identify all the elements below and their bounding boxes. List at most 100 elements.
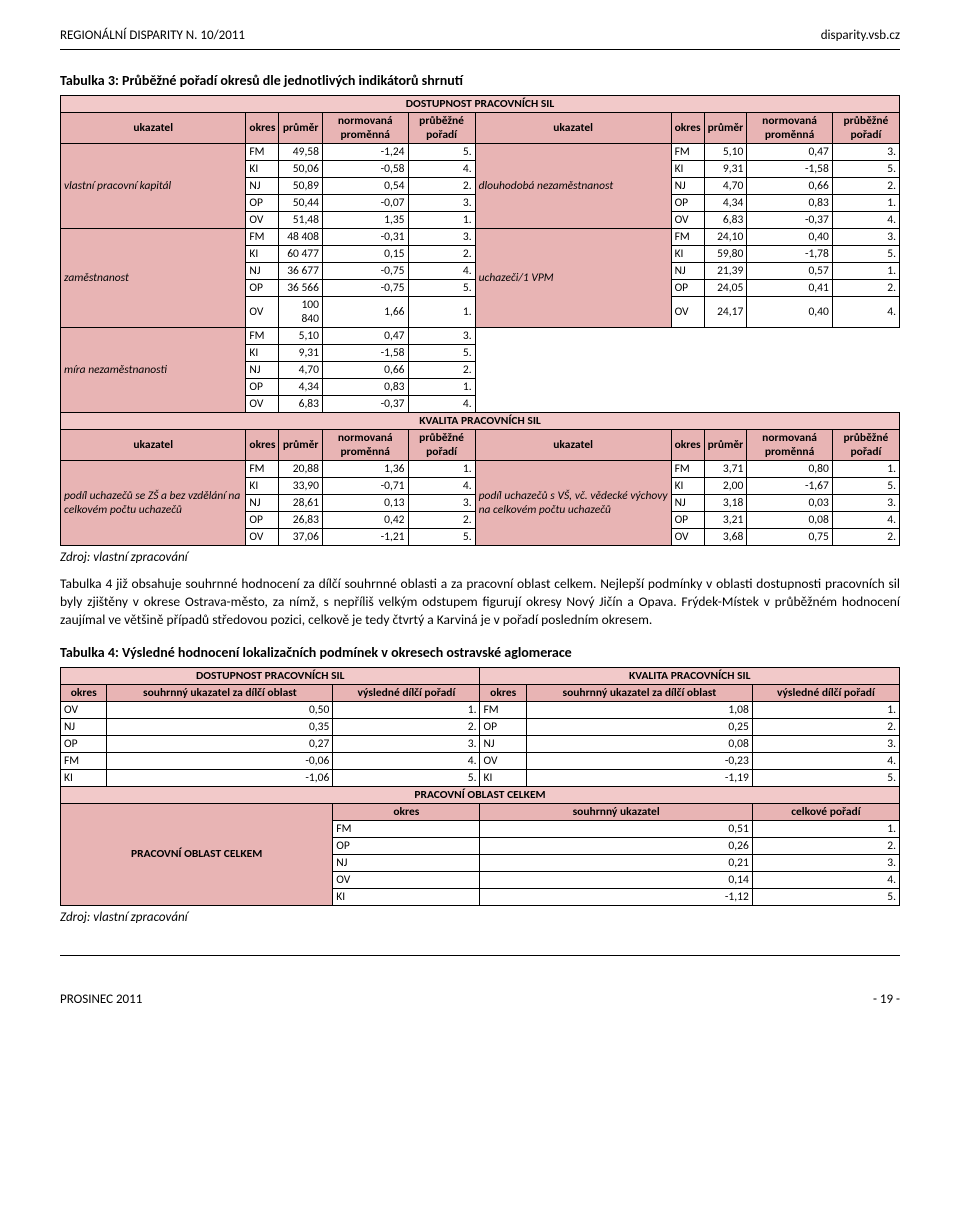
cell: NJ	[246, 362, 279, 379]
cell: -0,58	[322, 161, 408, 178]
cell: 0,42	[322, 512, 408, 529]
body-paragraph: Tabulka 4 již obsahuje souhrnné hodnocen…	[60, 575, 900, 630]
t3b-h3: normovaná proměnná	[322, 430, 408, 461]
cell: OP	[246, 195, 279, 212]
cell: -0,07	[322, 195, 408, 212]
cell: 0,75	[747, 529, 833, 546]
cell: 3.	[832, 495, 899, 512]
cell: 5.	[832, 246, 899, 263]
header-right: disparity.vsb.cz	[821, 28, 900, 43]
t3b-h8: normovaná proměnná	[747, 430, 833, 461]
cell: 4.	[832, 297, 899, 328]
cell: FM	[246, 229, 279, 246]
cell: 1,08	[526, 701, 752, 718]
cell: 1,36	[322, 461, 408, 478]
t3-h-norm-r: normovaná proměnná	[747, 113, 833, 144]
cell: OV	[246, 297, 279, 328]
cell: KI	[246, 478, 279, 495]
t4-hR0: okres	[480, 684, 526, 701]
t4-h2-2: celkové pořadí	[752, 803, 899, 820]
cell: 4,34	[279, 379, 323, 396]
cell: 36 566	[279, 280, 323, 297]
t4-h2-1: souhrnný ukazatel	[480, 803, 752, 820]
cell: 5.	[832, 161, 899, 178]
t3b-h1: okres	[246, 430, 279, 461]
cell: 2.	[408, 246, 475, 263]
cell: 4.	[333, 752, 480, 769]
t3-band2: KVALITA PRACOVNÍCH SIL	[61, 413, 900, 430]
cell: 3.	[408, 495, 475, 512]
cell: OP	[671, 512, 704, 529]
cell: -1,21	[322, 529, 408, 546]
t3-h-okres-r: okres	[671, 113, 704, 144]
cell: 1.	[832, 263, 899, 280]
table4-title: Tabulka 4: Výsledné hodnocení lokalizačn…	[60, 644, 900, 661]
cell: 2.	[408, 512, 475, 529]
table4: DOSTUPNOST PRACOVNÍCH SIL KVALITA PRACOV…	[60, 667, 900, 906]
cell: 9,31	[279, 345, 323, 362]
cell: 0,83	[322, 379, 408, 396]
cell: 50,89	[279, 178, 323, 195]
cell: 3.	[408, 229, 475, 246]
cell: 1.	[752, 820, 899, 837]
cell: 3.	[752, 854, 899, 871]
cell: 5.	[408, 280, 475, 297]
cell: OV	[61, 701, 107, 718]
t4-hL2: výsledné dílčí pořadí	[333, 684, 480, 701]
cell: KI	[671, 478, 704, 495]
cell: 0,15	[322, 246, 408, 263]
t3-g2a-label: zaměstnanost	[61, 229, 246, 328]
cell: 9,31	[704, 161, 747, 178]
cell: 4.	[832, 512, 899, 529]
t3-h-prumer-r: průměr	[704, 113, 747, 144]
t3b-h7: průměr	[704, 430, 747, 461]
t3-g1b-label: dlouhodobá nezaměstnanost	[475, 144, 671, 229]
cell: 50,06	[279, 161, 323, 178]
cell: 0,40	[747, 297, 833, 328]
cell: -1,06	[107, 769, 333, 786]
cell: -0,37	[322, 396, 408, 413]
cell: 5.	[832, 478, 899, 495]
cell: OV	[246, 529, 279, 546]
cell: -0,31	[322, 229, 408, 246]
cell: 4.	[408, 478, 475, 495]
t4-bandL: DOSTUPNOST PRACOVNÍCH SIL	[61, 667, 480, 684]
cell: OP	[246, 512, 279, 529]
cell: 4.	[752, 871, 899, 888]
cell: 1.	[832, 461, 899, 478]
cell: OP	[671, 280, 704, 297]
cell: KI	[480, 769, 526, 786]
cell: NJ	[671, 263, 704, 280]
page-footer: PROSINEC 2011 - 19 -	[60, 992, 900, 1007]
cell: OV	[246, 212, 279, 229]
cell: 20,88	[279, 461, 323, 478]
cell: 3.	[408, 195, 475, 212]
cell: 0,08	[526, 735, 752, 752]
cell: 36 677	[279, 263, 323, 280]
cell: -1,58	[747, 161, 833, 178]
t3-g1a-label: vlastní pracovní kapitál	[61, 144, 246, 229]
cell: 0,83	[747, 195, 833, 212]
cell: 2.	[333, 718, 480, 735]
t3-h-prumer-l: průměr	[279, 113, 323, 144]
cell: OV	[671, 297, 704, 328]
t4-hL0: okres	[61, 684, 107, 701]
cell: FM	[480, 701, 526, 718]
cell: OP	[333, 837, 480, 854]
cell: KI	[671, 246, 704, 263]
cell: 26,83	[279, 512, 323, 529]
cell: OP	[480, 718, 526, 735]
cell: OV	[480, 752, 526, 769]
cell: 1,35	[322, 212, 408, 229]
cell: 3,68	[704, 529, 747, 546]
cell: -0,37	[747, 212, 833, 229]
cell: 28,61	[279, 495, 323, 512]
cell: OV	[671, 529, 704, 546]
cell: 5.	[752, 769, 899, 786]
cell: 0,47	[322, 328, 408, 345]
cell: KI	[246, 246, 279, 263]
cell: 0,57	[747, 263, 833, 280]
cell: NJ	[671, 495, 704, 512]
cell: 49,58	[279, 144, 323, 161]
t3-h-okres-l: okres	[246, 113, 279, 144]
